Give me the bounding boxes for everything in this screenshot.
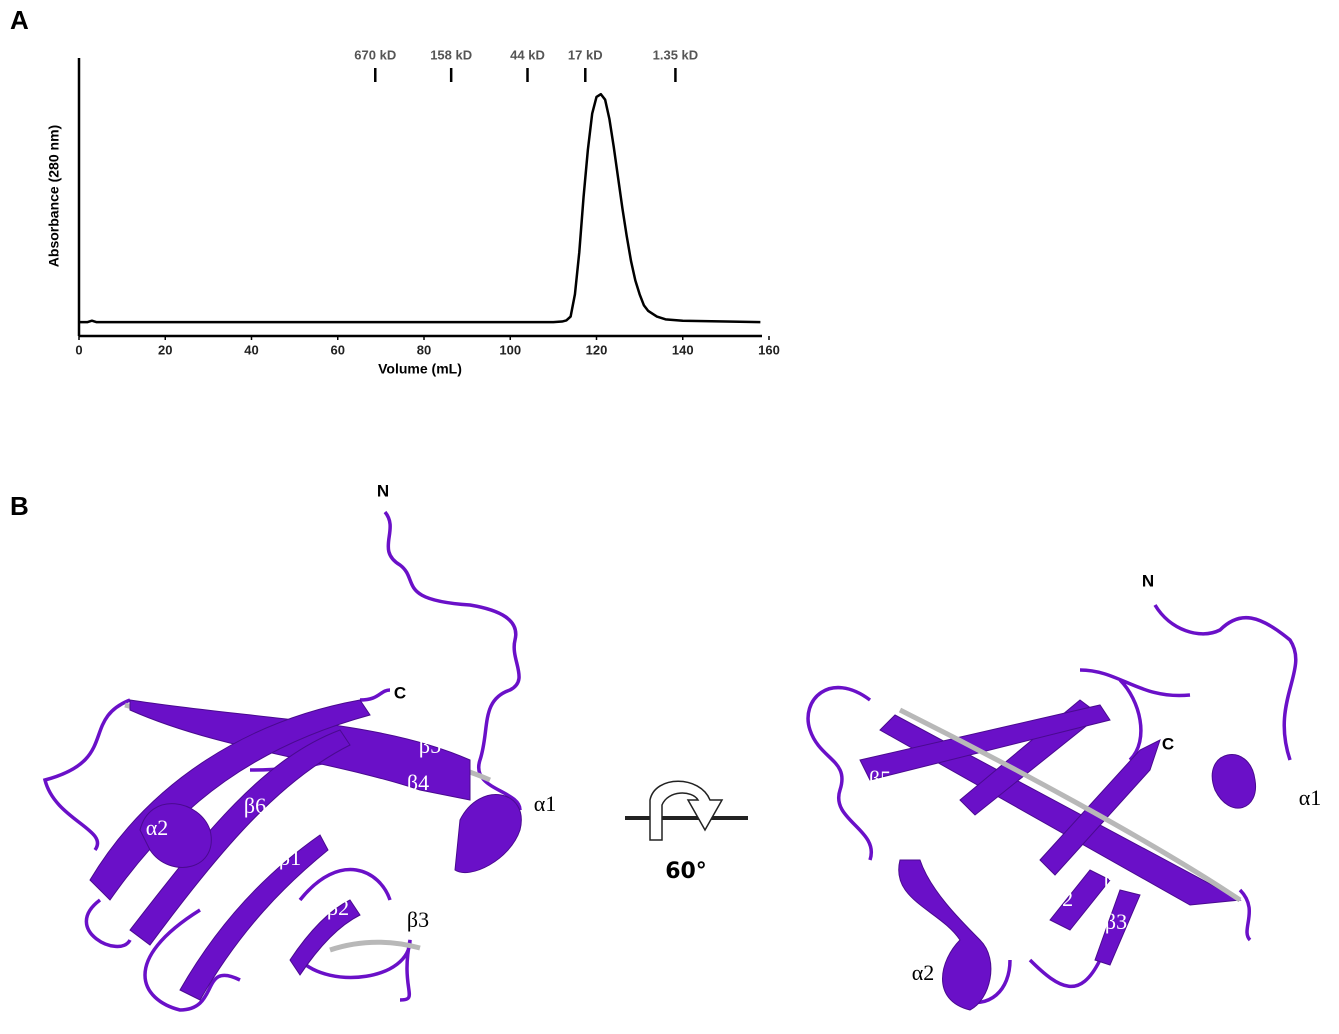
- x-tick-label: 80: [417, 342, 431, 357]
- terminus-label: N: [1142, 571, 1154, 590]
- marker-label: 158 kD: [430, 47, 472, 62]
- ss-label: β6: [914, 815, 936, 840]
- ss-label: α2: [912, 960, 935, 985]
- x-tick-label: 140: [672, 342, 694, 357]
- x-tick-label: 0: [75, 342, 82, 357]
- rotation-symbol: 60°: [625, 780, 748, 884]
- terminus-label: C: [1162, 734, 1174, 753]
- ss-label: β2: [327, 895, 349, 920]
- marker-label: 44 kD: [510, 47, 545, 62]
- x-tick-label: 60: [331, 342, 345, 357]
- panel-label: B: [10, 491, 29, 521]
- marker-label: 17 kD: [568, 47, 603, 62]
- ss-label: β5: [869, 766, 891, 791]
- ss-label: α2: [146, 815, 169, 840]
- terminus-label: N: [377, 481, 389, 500]
- ss-label: β4: [407, 770, 429, 795]
- terminus-label: C: [394, 683, 406, 702]
- right-structure: N C α1 β5 β6 β1 β4 β2 β3 α2: [806, 571, 1322, 1011]
- panel-label: A: [10, 5, 29, 35]
- x-tick-label: 120: [586, 342, 608, 357]
- rotation-label: 60°: [665, 859, 707, 884]
- left-structure: N C β5 β4 α1 α2 β6 β1 β2 β3: [42, 481, 557, 1012]
- marker-label: 1.35 kD: [653, 47, 699, 62]
- ss-label: β3: [407, 907, 429, 932]
- x-axis-label: Volume (mL): [378, 361, 462, 377]
- ss-label: α1: [534, 791, 557, 816]
- x-tick-label: 100: [499, 342, 521, 357]
- ss-label: β4: [1104, 868, 1126, 893]
- ss-label: β6: [244, 793, 266, 818]
- ss-label: β3: [1105, 909, 1127, 934]
- x-tick-label: 160: [758, 342, 780, 357]
- x-tick-label: 20: [158, 342, 172, 357]
- ss-label: β1: [964, 828, 986, 853]
- ss-label: β1: [279, 845, 301, 870]
- ss-label: β2: [1051, 886, 1073, 911]
- x-tick-label: 40: [244, 342, 258, 357]
- marker-label: 670 kD: [354, 47, 396, 62]
- trace: [79, 92, 761, 324]
- ss-label: α1: [1299, 785, 1322, 810]
- y-axis-label: Absorbance (280 nm): [46, 125, 62, 267]
- ss-label: β5: [419, 733, 441, 758]
